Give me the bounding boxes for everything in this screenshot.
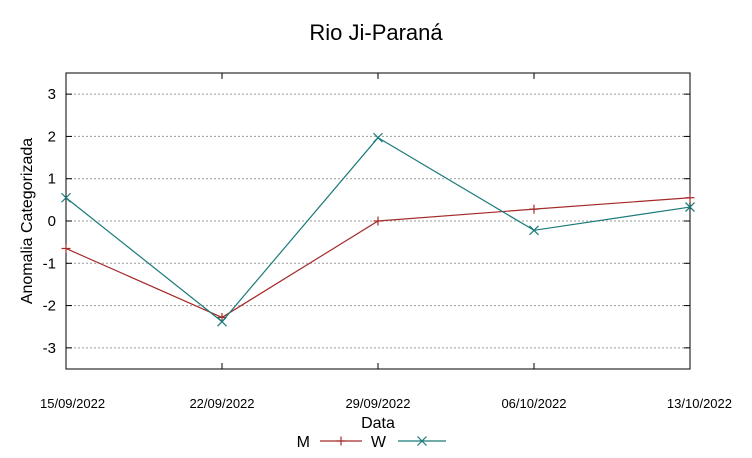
- legend-label: M: [297, 434, 310, 451]
- x-tick-label: 15/09/2022: [40, 396, 105, 411]
- y-tick-label: 1: [48, 171, 56, 188]
- plus-marker: [336, 436, 346, 446]
- series-line-M: [65, 197, 691, 319]
- y-tick-label: -2: [43, 298, 56, 315]
- y-tick-label: 2: [48, 128, 56, 145]
- y-axis-label: Anomalia Categorizada: [19, 138, 36, 304]
- series-line-W: [65, 136, 691, 323]
- grid-lines: [66, 93, 690, 349]
- series-layer: [61, 132, 695, 327]
- y-tick-label: 0: [48, 213, 56, 230]
- plus-marker: [61, 243, 71, 253]
- y-tick-label: -3: [43, 340, 56, 357]
- x-axis-label: Data: [361, 415, 395, 432]
- y-axis-ticks: 3 2 1 0 -1 -2 -3: [43, 86, 690, 357]
- plus-marker: [373, 216, 383, 226]
- x-tick-label: 29/09/2022: [345, 396, 410, 411]
- cross-marker: [417, 436, 427, 446]
- cross-marker: [61, 192, 71, 203]
- x-axis-ticks: 15/09/2022 22/09/2022 29/09/2022 06/10/2022…: [40, 73, 732, 411]
- y-tick-label: 3: [48, 86, 56, 103]
- chart-title: Rio Ji-Paraná: [309, 20, 443, 45]
- plus-marker: [529, 204, 539, 214]
- x-tick-label: 06/10/2022: [501, 396, 566, 411]
- y-tick-label: -1: [43, 255, 56, 272]
- x-tick-label: 22/09/2022: [189, 396, 254, 411]
- x-tick-label: 13/10/2022: [667, 396, 732, 411]
- plus-marker: [685, 193, 695, 203]
- cross-marker: [529, 225, 539, 236]
- cross-marker: [217, 316, 227, 327]
- legend-label: W: [371, 434, 387, 451]
- cross-marker: [373, 132, 383, 143]
- cross-marker: [685, 202, 695, 212]
